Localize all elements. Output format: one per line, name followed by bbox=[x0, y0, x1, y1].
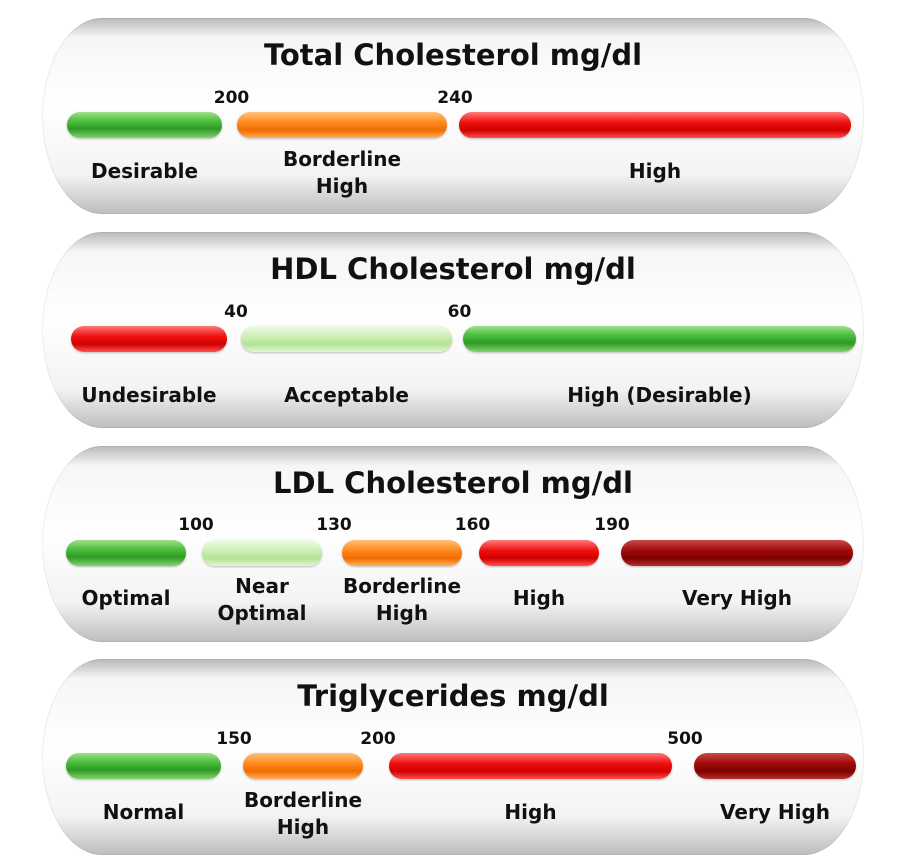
threshold-label-190: 190 bbox=[594, 515, 630, 535]
category-label-high: High bbox=[513, 585, 565, 612]
bar-segment-desirable bbox=[67, 112, 222, 138]
threshold-label-200: 200 bbox=[360, 729, 396, 749]
category-label-line: Optimal bbox=[217, 601, 307, 625]
bar-segment-high bbox=[389, 753, 672, 779]
category-label-line: High bbox=[628, 159, 682, 183]
bar-segment-normal bbox=[66, 753, 221, 779]
category-label-line: Acceptable bbox=[284, 383, 409, 407]
category-label-line: High bbox=[315, 174, 369, 198]
category-label-very-high: Very High bbox=[682, 585, 792, 612]
category-label-borderline-high: Borderline High bbox=[244, 787, 362, 841]
category-label-line: Desirable bbox=[90, 159, 199, 183]
category-label-acceptable: Acceptable bbox=[284, 382, 409, 409]
threshold-label-40: 40 bbox=[224, 302, 248, 322]
bar-segment-high bbox=[459, 112, 851, 138]
category-label-optimal: Optimal bbox=[82, 585, 171, 612]
category-label-high: High bbox=[504, 799, 556, 826]
category-label-near-optimal: Near Optimal bbox=[218, 573, 307, 627]
threshold-label-150: 150 bbox=[216, 729, 252, 749]
bar-segment-very-high bbox=[694, 753, 856, 779]
category-label-line: High bbox=[375, 601, 429, 625]
category-label-line: High (Desirable) bbox=[567, 383, 752, 407]
bar-segment-borderline-high bbox=[243, 753, 363, 779]
category-label-line: High bbox=[512, 586, 566, 610]
threshold-label-200: 200 bbox=[213, 88, 250, 108]
category-label-high: High bbox=[629, 158, 681, 185]
threshold-label-100: 100 bbox=[178, 515, 214, 535]
category-label-line: Optimal bbox=[81, 586, 171, 610]
category-label-high-desirable: High (Desirable) bbox=[567, 382, 751, 409]
category-label-line: High bbox=[504, 800, 557, 824]
category-label-line: Borderline bbox=[342, 574, 462, 598]
bar-segment-high-desirable bbox=[463, 326, 856, 352]
bar-segment-undesirable bbox=[71, 326, 227, 352]
threshold-label-60: 60 bbox=[447, 302, 472, 322]
panel-title: Total Cholesterol mg/dl bbox=[263, 38, 643, 72]
category-label-line: Undesirable bbox=[81, 383, 217, 407]
bar-segment-borderline-high bbox=[342, 540, 462, 566]
panel-title: HDL Cholesterol mg/dl bbox=[270, 252, 636, 286]
threshold-label-160: 160 bbox=[454, 515, 491, 535]
threshold-label-500: 500 bbox=[667, 729, 703, 749]
category-label-line: Near bbox=[235, 574, 289, 598]
panel-title: LDL Cholesterol mg/dl bbox=[273, 466, 633, 500]
category-label-normal: Normal bbox=[103, 799, 185, 826]
category-label-borderline-high: Borderline High bbox=[343, 573, 461, 627]
threshold-label-240: 240 bbox=[437, 88, 473, 108]
category-label-line: Very High bbox=[682, 586, 792, 610]
category-label-line: Borderline bbox=[282, 147, 402, 171]
bar-segment-near-optimal bbox=[202, 540, 322, 566]
category-label-line: Very High bbox=[720, 800, 830, 824]
category-label-line: Borderline bbox=[243, 788, 363, 812]
category-label-line: Normal bbox=[102, 800, 185, 824]
category-label-desirable: Desirable bbox=[91, 158, 198, 185]
panel-title: Triglycerides mg/dl bbox=[297, 679, 609, 713]
bar-segment-very-high bbox=[621, 540, 853, 566]
category-label-borderline-high: Borderline High bbox=[283, 146, 401, 200]
bar-segment-acceptable bbox=[241, 326, 452, 352]
bar-segment-high bbox=[479, 540, 599, 566]
category-label-line: High bbox=[276, 815, 330, 839]
category-label-undesirable: Undesirable bbox=[81, 382, 216, 409]
bar-segment-borderline-high bbox=[237, 112, 447, 138]
category-label-very-high: Very High bbox=[720, 799, 830, 826]
threshold-label-130: 130 bbox=[316, 515, 352, 535]
bar-segment-optimal bbox=[66, 540, 186, 566]
